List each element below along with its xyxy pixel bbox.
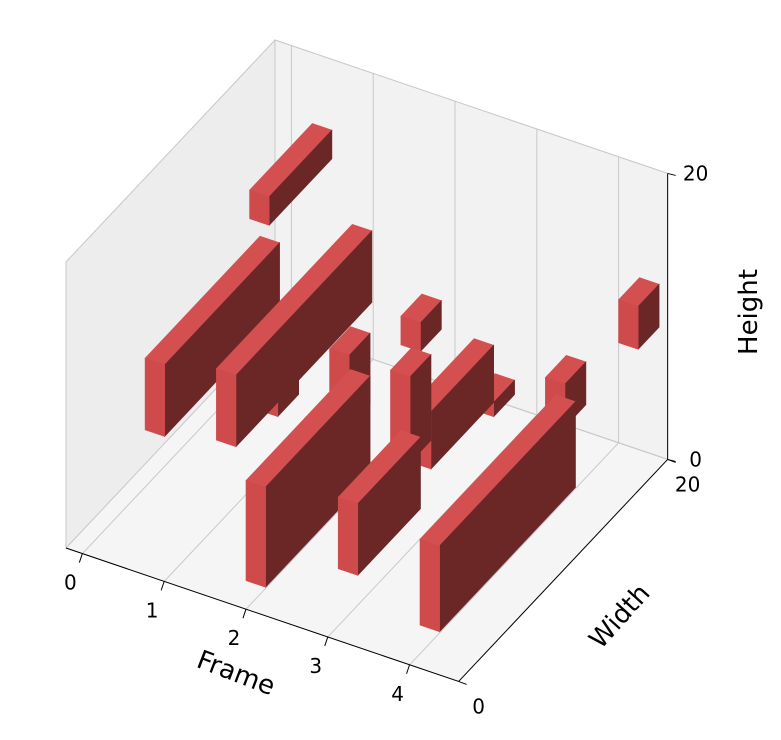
y-axis-title: Width (584, 579, 657, 655)
frame-tick-label: 1 (146, 598, 159, 622)
width-axis-line (458, 459, 669, 682)
height-tick-label: 20 (683, 161, 708, 185)
frame-tick (78, 553, 83, 563)
bar-box (337, 430, 422, 577)
bar-front-face (216, 368, 237, 448)
height-tick-label: 0 (689, 447, 702, 471)
frame-tick-label: 3 (309, 654, 322, 678)
bar-front-face (337, 496, 359, 576)
bar-box (249, 123, 333, 227)
bar-box (245, 369, 371, 588)
bar-front-face (144, 357, 165, 437)
axis-lines (65, 173, 669, 682)
x-axis-title: Frame (193, 645, 279, 702)
frame-tick-label: 4 (391, 682, 404, 706)
frame-tick (242, 609, 247, 619)
frame-axis-line (65, 547, 459, 682)
bar-box (215, 223, 373, 448)
frame-tick-label: 2 (228, 626, 241, 650)
bars-group (144, 123, 660, 633)
bar-front-face (249, 189, 270, 226)
bar-box (618, 277, 660, 351)
width-tick-label: 0 (472, 694, 485, 718)
height-tick (667, 172, 676, 176)
width-tick-label: 20 (675, 472, 700, 496)
height-tick (667, 458, 676, 462)
bar-box (400, 293, 442, 353)
frame-tick-label: 0 (64, 571, 77, 595)
frame-tick (160, 581, 165, 591)
bar-front-face (618, 299, 639, 350)
grid-line-height (65, 39, 668, 263)
frame-tick (406, 664, 411, 674)
frame-tick (324, 636, 329, 647)
bar-box (419, 394, 577, 633)
bar-box (144, 235, 281, 438)
bar-front-face (419, 538, 440, 633)
width-tick (458, 680, 467, 685)
bar-front-face (245, 480, 266, 588)
z-axis-title: Height (734, 269, 764, 355)
